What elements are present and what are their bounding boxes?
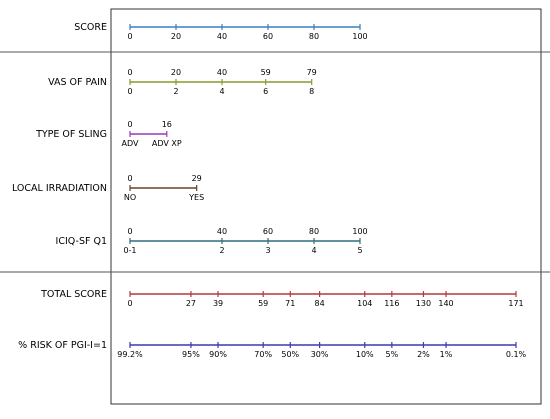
- tick-label-bottom: 3: [265, 246, 270, 255]
- nomogram-row: LOCAL IRRADIATION 0 29 NO YES: [12, 174, 204, 202]
- tick-label-bottom: 5%: [385, 350, 398, 359]
- tick-label-bottom: 60: [263, 32, 273, 41]
- row-label: TYPE OF SLING: [35, 129, 107, 140]
- tick-label-bottom: 140: [438, 299, 453, 308]
- tick-label-bottom: 116: [384, 299, 399, 308]
- tick-label-bottom: ADV XP: [152, 139, 182, 148]
- tick-label-top: 79: [307, 68, 317, 77]
- tick-label-bottom: 90%: [209, 350, 227, 359]
- tick-label-top: 0: [127, 120, 132, 129]
- tick-label-bottom: 0: [127, 299, 132, 308]
- tick-label-bottom: 27: [186, 299, 196, 308]
- tick-label-bottom: 4: [311, 246, 316, 255]
- tick-label-bottom: 6: [263, 87, 268, 96]
- tick-label-top: 0: [127, 227, 132, 236]
- tick-label-bottom: 40: [217, 32, 227, 41]
- tick-label-bottom: ADV: [122, 139, 139, 148]
- tick-label-bottom: 30%: [311, 350, 329, 359]
- tick-label-bottom: 99.2%: [117, 350, 143, 359]
- tick-label-bottom: 39: [213, 299, 223, 308]
- tick-label-bottom: 2%: [417, 350, 430, 359]
- tick-label-top: 0: [127, 174, 132, 183]
- tick-label-top: 20: [171, 68, 181, 77]
- tick-label-top: 0: [127, 68, 132, 77]
- nomogram-row: TYPE OF SLING 0 16 ADV ADV XP: [35, 120, 182, 148]
- tick-label-bottom: 80: [309, 32, 319, 41]
- nomogram-row: ICIQ-SF Q1 0 40 60 80 100 0-1 2 3 4 5: [56, 227, 368, 255]
- nomogram-row: SCORE 0 20 40 60 80 100: [74, 22, 367, 41]
- tick-label-bottom: NO: [124, 193, 136, 202]
- tick-label-top: 60: [263, 227, 273, 236]
- row-label: ICIQ-SF Q1: [56, 236, 107, 247]
- tick-label-bottom: 84: [315, 299, 325, 308]
- tick-label-bottom: 20: [171, 32, 181, 41]
- tick-label-top: 29: [192, 174, 202, 183]
- tick-label-bottom: 0.1%: [506, 350, 527, 359]
- tick-label-top: 59: [261, 68, 271, 77]
- tick-label-bottom: 0: [127, 32, 132, 41]
- tick-label-top: 40: [217, 227, 227, 236]
- tick-label-bottom: 4: [219, 87, 224, 96]
- tick-label-bottom: 8: [309, 87, 314, 96]
- tick-label-bottom: 70%: [254, 350, 272, 359]
- row-label: TOTAL SCORE: [40, 289, 107, 300]
- nomogram-row: % RISK OF PGI-I=1 99.2% 95% 90% 70% 50% 30% 10%…: [18, 340, 526, 359]
- tick-label-bottom: 59: [258, 299, 268, 308]
- tick-label-bottom: 100: [352, 32, 367, 41]
- tick-label-top: 16: [162, 120, 172, 129]
- tick-label-bottom: 71: [285, 299, 295, 308]
- tick-label-bottom: YES: [188, 193, 204, 202]
- tick-label-top: 40: [217, 68, 227, 77]
- chart-frame: [110, 8, 542, 405]
- row-label: % RISK OF PGI-I=1: [18, 340, 107, 351]
- tick-label-bottom: 0: [127, 87, 132, 96]
- tick-label-bottom: 2: [173, 87, 178, 96]
- row-label: LOCAL IRRADIATION: [12, 183, 107, 194]
- tick-label-top: 100: [352, 227, 367, 236]
- tick-label-bottom: 50%: [281, 350, 299, 359]
- tick-label-bottom: 171: [508, 299, 523, 308]
- tick-label-bottom: 2: [219, 246, 224, 255]
- tick-label-bottom: 5: [357, 246, 362, 255]
- nomogram-row: VAS OF PAIN 0 20 40 59 79 0 2 4 6 8: [48, 68, 317, 96]
- row-label: VAS OF PAIN: [48, 77, 107, 88]
- tick-label-top: 80: [309, 227, 319, 236]
- tick-label-bottom: 10%: [356, 350, 374, 359]
- tick-label-bottom: 95%: [182, 350, 200, 359]
- tick-label-bottom: 104: [357, 299, 372, 308]
- row-label: SCORE: [74, 22, 107, 33]
- tick-label-bottom: 0-1: [123, 246, 136, 255]
- tick-label-bottom: 1%: [440, 350, 453, 359]
- tick-label-bottom: 130: [416, 299, 431, 308]
- nomogram-row: TOTAL SCORE 0 27 39 59 71 84 104 116 130 140 171: [40, 289, 524, 308]
